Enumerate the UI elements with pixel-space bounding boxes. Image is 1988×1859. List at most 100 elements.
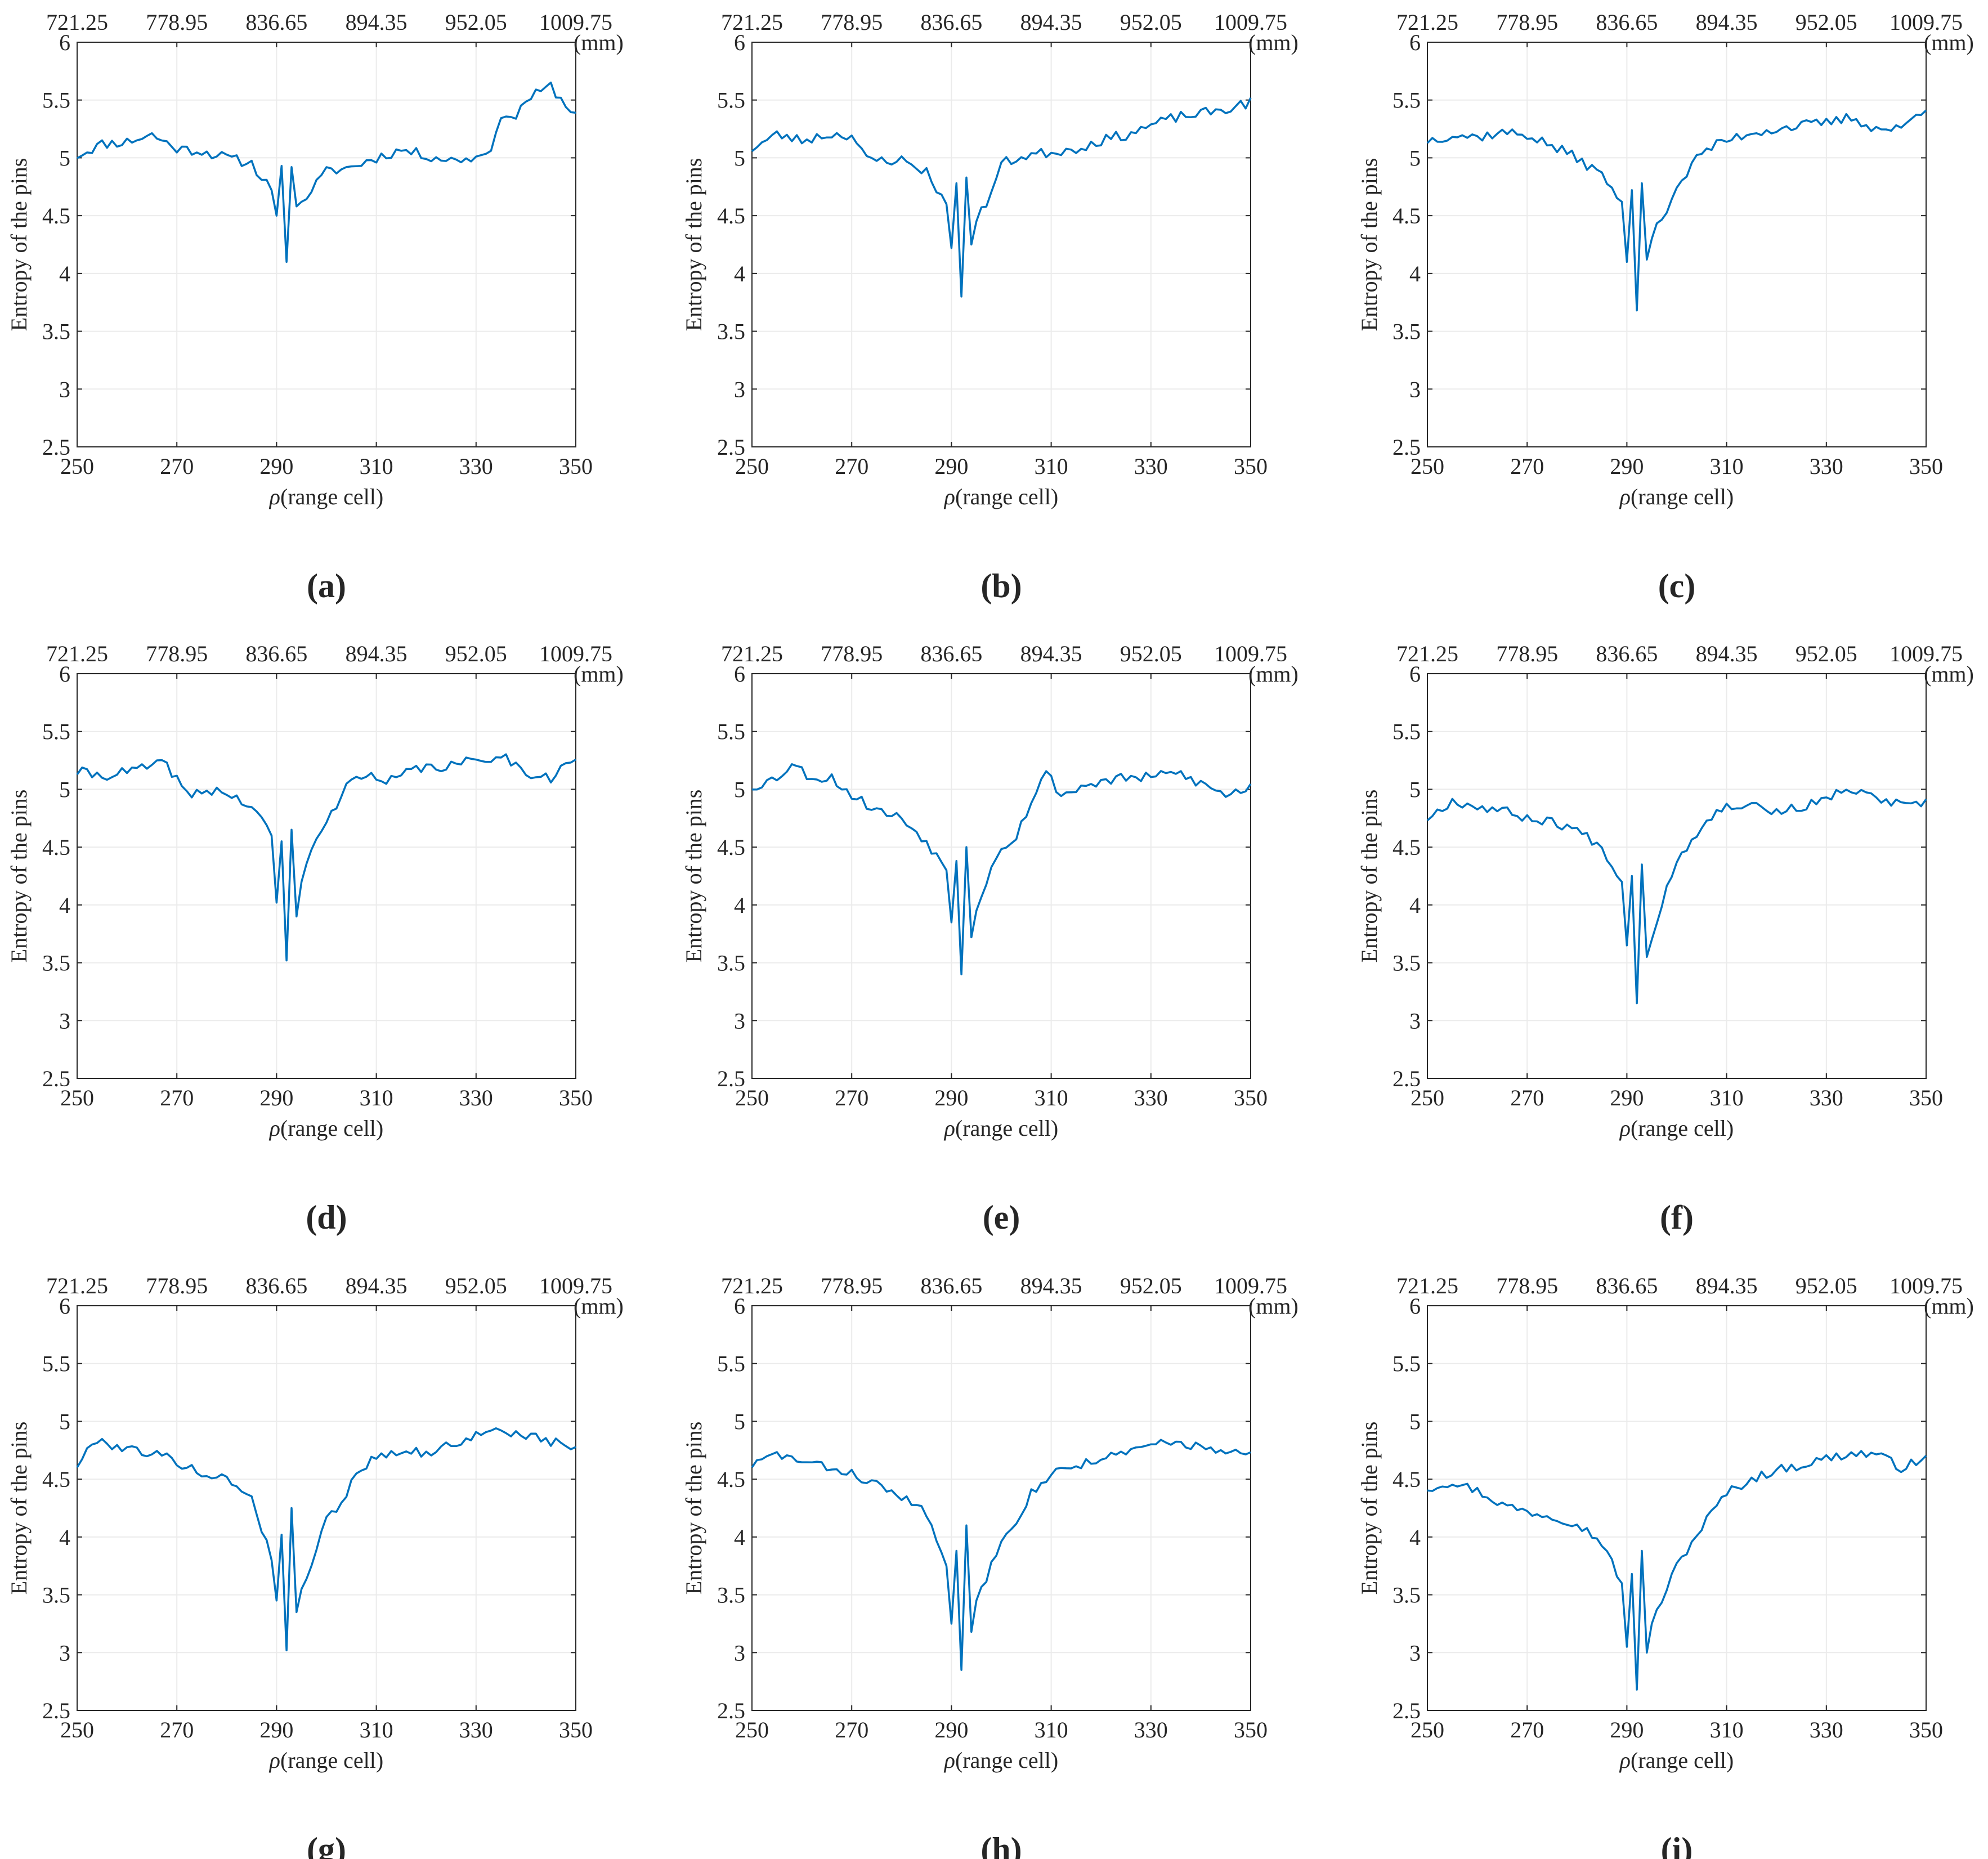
x-tick-label: 250	[60, 454, 94, 479]
plot-frame	[751, 673, 1251, 1079]
x-tick-label: 270	[1510, 1085, 1544, 1110]
top-tick-label: 721.25	[721, 10, 783, 35]
x-tick-label: 290	[259, 1085, 293, 1110]
x-axis-label: ρ(range cell)	[1619, 484, 1734, 509]
y-tick-label: 4.5	[717, 1467, 745, 1492]
x-tick-label: 250	[735, 454, 769, 479]
y-axis-label: Entropy of the pins	[1356, 790, 1382, 963]
subplot-caption: (h)	[980, 1831, 1022, 1859]
x-axis-symbol: ρ	[268, 1116, 280, 1141]
y-tick-label: 2.5	[717, 1066, 745, 1091]
x-tick-label: 290	[1610, 1085, 1644, 1110]
x-tick-label: 350	[1909, 454, 1943, 479]
x-tick-label: 310	[1035, 1717, 1068, 1742]
x-axis-label: ρ(range cell)	[268, 1748, 383, 1773]
top-tick-label: 894.35	[1696, 10, 1758, 35]
top-tick-label: 836.65	[920, 641, 982, 666]
y-tick-label: 2.5	[717, 1698, 745, 1723]
subplot-caption: (e)	[983, 1199, 1020, 1236]
x-tick-label: 310	[1710, 1085, 1744, 1110]
top-tick-label: 952.05	[1796, 1273, 1857, 1298]
series-line	[1427, 1450, 1927, 1691]
x-axis-label: ρ(range cell)	[268, 1116, 383, 1141]
subplot-b: 250 721.25 270 778.95 290 836.65 310 894.35 330 9…	[681, 10, 1299, 604]
x-axis-label: ρ(range cell)	[943, 1116, 1058, 1141]
top-axis-unit: (mm)	[1248, 30, 1299, 55]
y-tick-label: 5	[1409, 777, 1421, 802]
top-tick-label: 836.65	[920, 10, 982, 35]
top-tick-label: 836.65	[245, 641, 307, 666]
x-tick-label: 250	[60, 1717, 94, 1742]
x-tick-label: 330	[1810, 454, 1843, 479]
top-tick-label: 836.65	[1596, 1273, 1658, 1298]
x-tick-label: 350	[1234, 1085, 1268, 1110]
y-tick-label: 4	[734, 261, 745, 286]
series-line	[1426, 109, 1927, 312]
top-tick-label: 721.25	[1396, 1273, 1458, 1298]
top-tick-label: 836.65	[1596, 10, 1658, 35]
subplot-caption: (b)	[980, 567, 1022, 604]
top-tick-label: 952.05	[445, 641, 507, 666]
x-axis-symbol: ρ	[1619, 484, 1631, 509]
y-tick-label: 4	[734, 1525, 745, 1550]
x-axis-label-text: (range cell)	[280, 484, 383, 509]
y-tick-label: 3	[734, 1640, 745, 1665]
top-tick-label: 721.25	[1396, 641, 1458, 666]
y-tick-label: 5.5	[42, 719, 70, 745]
series-line	[76, 1427, 576, 1651]
y-tick-label: 6	[1409, 30, 1421, 55]
top-tick-label: 836.65	[920, 1273, 982, 1298]
top-tick-label: 1009.75	[1214, 1273, 1287, 1298]
x-tick-label: 270	[835, 454, 868, 479]
y-tick-label: 3	[1409, 1008, 1421, 1033]
x-axis-symbol: ρ	[1619, 1116, 1631, 1141]
top-tick-label: 778.95	[821, 641, 883, 666]
y-axis-label: Entropy of the pins	[681, 158, 706, 332]
top-tick-label: 778.95	[146, 1273, 208, 1298]
y-tick-label: 4	[1409, 893, 1421, 918]
y-tick-label: 2.5	[1393, 1698, 1421, 1723]
plot-frame	[1427, 42, 1927, 447]
x-axis-label-text: (range cell)	[1631, 1748, 1734, 1773]
y-tick-label: 6	[1409, 661, 1421, 687]
subplot-caption: (g)	[307, 1831, 346, 1859]
y-tick-label: 5.5	[42, 88, 70, 113]
top-axis-unit: (mm)	[1924, 30, 1974, 55]
top-tick-label: 1009.75	[539, 10, 612, 35]
series-line	[76, 753, 576, 962]
x-tick-label: 310	[1710, 1717, 1744, 1742]
y-axis-label: Entropy of the pins	[681, 1422, 706, 1595]
y-tick-label: 4.5	[42, 1467, 70, 1492]
x-tick-label: 270	[160, 454, 194, 479]
y-tick-label: 3.5	[42, 1583, 70, 1608]
subplot-c: 250 721.25 270 778.95 290 836.65 310 894.35 330 9…	[1356, 10, 1974, 604]
subplot-d: 250 721.25 270 778.95 290 836.65 310 894.35 330 9…	[6, 641, 624, 1236]
x-tick-label: 330	[459, 1717, 493, 1742]
x-tick-label: 310	[360, 1717, 393, 1742]
x-tick-label: 250	[735, 1085, 769, 1110]
top-tick-label: 721.25	[46, 10, 108, 35]
top-tick-label: 894.35	[1020, 10, 1082, 35]
y-tick-label: 5.5	[717, 1351, 745, 1377]
x-tick-label: 290	[934, 454, 968, 479]
y-tick-label: 6	[59, 30, 70, 55]
x-axis-label: ρ(range cell)	[1619, 1748, 1734, 1773]
series-line	[77, 81, 576, 263]
x-tick-label: 350	[1234, 454, 1268, 479]
y-tick-label: 3	[734, 1008, 745, 1033]
y-tick-label: 4	[59, 1525, 70, 1550]
top-axis-unit: (mm)	[574, 30, 624, 55]
x-tick-label: 350	[559, 1717, 593, 1742]
x-tick-label: 330	[459, 454, 493, 479]
top-tick-label: 894.35	[346, 1273, 408, 1298]
series-line	[751, 97, 1252, 298]
subplot-caption: (i)	[1661, 1831, 1693, 1859]
top-tick-label: 952.05	[445, 10, 507, 35]
top-tick-label: 778.95	[1496, 1273, 1558, 1298]
x-tick-label: 350	[1909, 1085, 1943, 1110]
x-tick-label: 310	[1035, 1085, 1068, 1110]
y-tick-label: 4	[1409, 1525, 1421, 1550]
x-axis-label-text: (range cell)	[955, 484, 1058, 509]
top-tick-label: 894.35	[346, 10, 408, 35]
y-tick-label: 3.5	[1393, 319, 1421, 344]
